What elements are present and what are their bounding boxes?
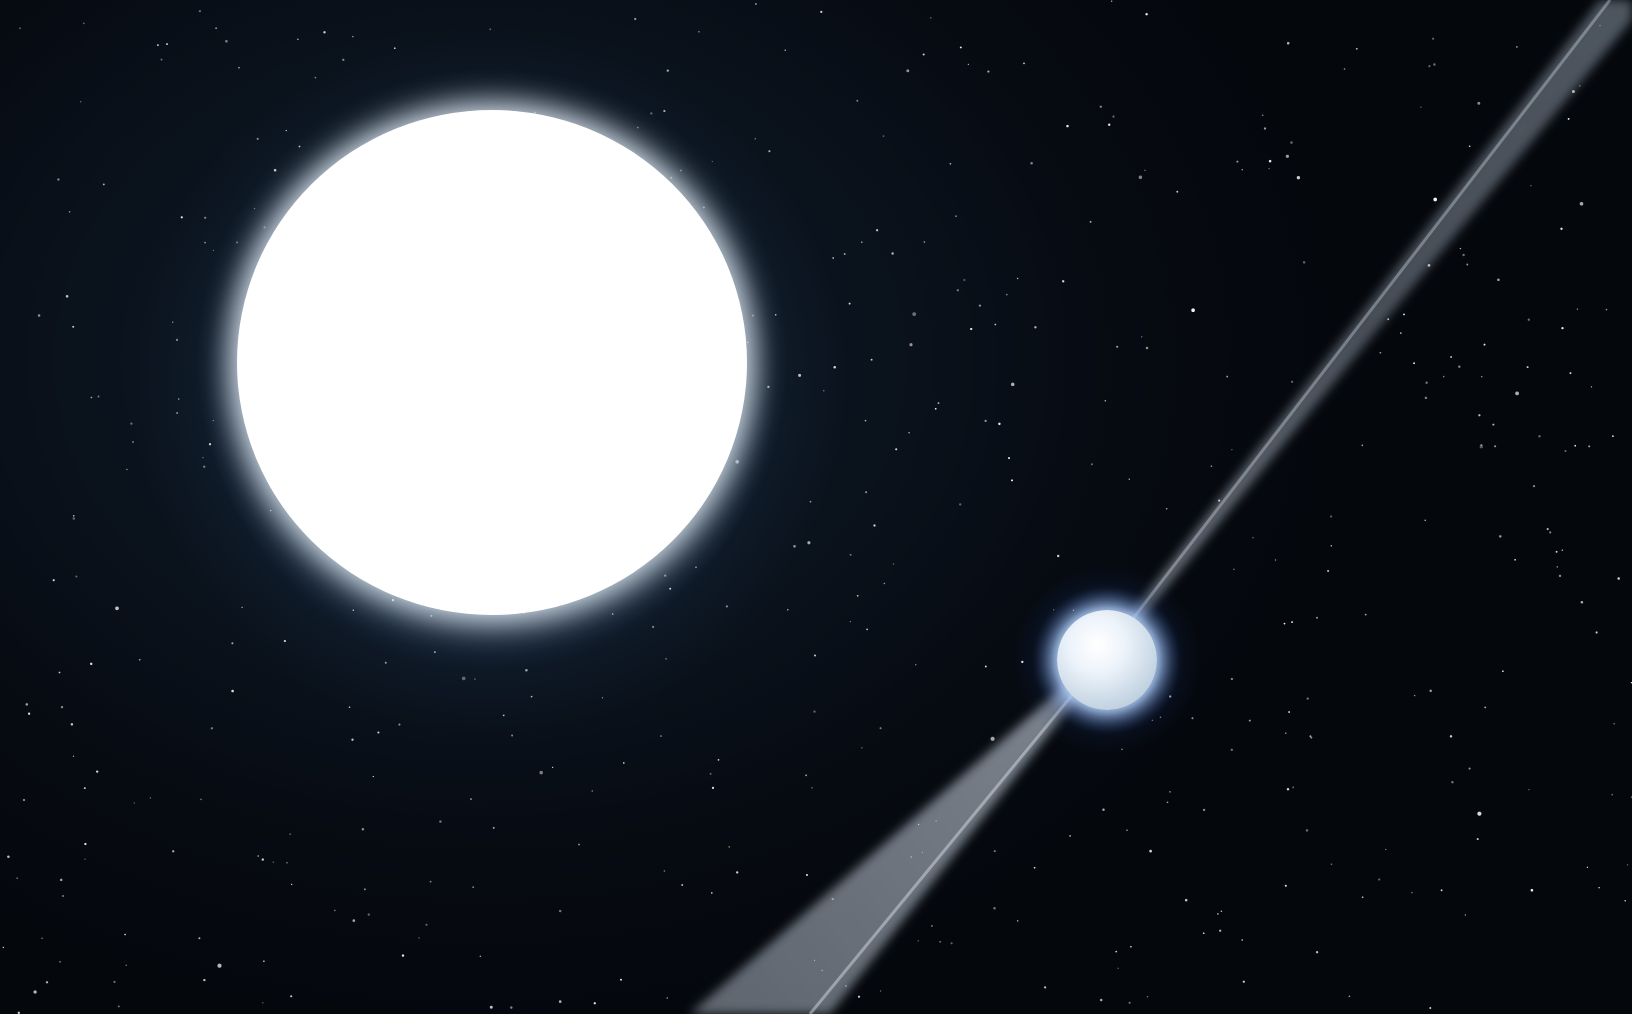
beam-upper	[1103, 0, 1632, 658]
beam-upper-core	[1105, 0, 1610, 655]
pulsar	[1057, 610, 1157, 710]
companion-star	[237, 110, 747, 615]
